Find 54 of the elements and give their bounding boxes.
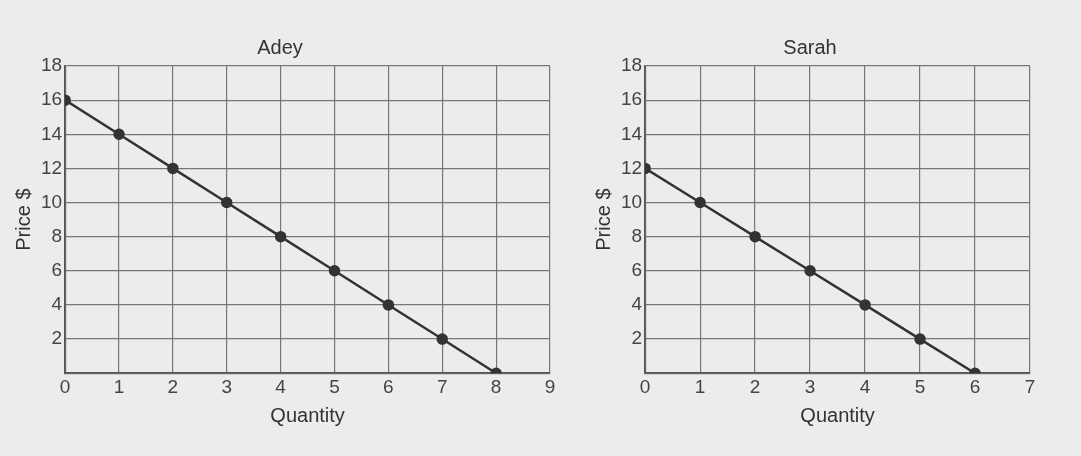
y-tick-label: 16 [620, 88, 643, 110]
x-tick-label: 2 [167, 375, 179, 397]
y-axis-title: Price $ [11, 188, 34, 251]
point [221, 196, 233, 209]
y-tick-label: 14 [40, 122, 63, 144]
y-tick-label: 12 [40, 156, 63, 178]
x-tick-label: 8 [490, 375, 502, 397]
y-tick-label: 18 [620, 54, 643, 76]
point [694, 196, 706, 209]
y-tick-label: 8 [631, 224, 643, 246]
y-axis-title: Price $ [591, 188, 614, 251]
point [382, 299, 395, 311]
x-tick-label: 7 [436, 375, 448, 397]
y-tick-label: 6 [631, 259, 643, 281]
y-tick-label: 4 [51, 293, 63, 315]
point [749, 230, 761, 243]
x-tick-label: 2 [749, 375, 761, 397]
y-tick-label: 14 [620, 122, 643, 144]
point [167, 162, 179, 175]
y-tick-label: 10 [620, 190, 643, 212]
y-tick-label: 2 [631, 327, 643, 349]
point [914, 333, 926, 345]
y-tick-label: 16 [40, 88, 63, 110]
y-tick-label: 18 [40, 54, 63, 76]
x-tick-label: 4 [859, 375, 871, 397]
y-tick-label: 6 [51, 259, 63, 281]
y-tick-label: 10 [40, 190, 63, 212]
chart-title: Sarah [783, 35, 837, 58]
point [436, 333, 448, 345]
point [113, 128, 125, 141]
x-tick-label: 7 [1024, 375, 1036, 397]
x-tick-label: 4 [275, 375, 287, 397]
x-tick-label: 5 [329, 375, 340, 397]
x-tick-label: 0 [639, 375, 651, 397]
point [328, 265, 341, 277]
x-tick-label: 3 [804, 375, 816, 397]
x-tick-label: 9 [544, 375, 556, 397]
y-tick-label: 2 [51, 327, 63, 349]
x-tick-label: 1 [694, 375, 706, 397]
chart-title: Adey [257, 35, 303, 58]
x-tick-label: 1 [113, 375, 125, 397]
point [804, 265, 816, 277]
point [859, 299, 871, 311]
x-tick-label: 5 [914, 375, 926, 397]
x-tick-label: 3 [221, 375, 233, 397]
x-axis-title: Quantity [800, 403, 875, 426]
x-tick-label: 6 [969, 375, 981, 397]
y-tick-label: 4 [631, 293, 643, 315]
x-tick-label: 6 [383, 375, 394, 397]
y-tick-label: 8 [51, 224, 63, 246]
x-axis-title: Quantity [270, 403, 345, 426]
point [274, 230, 287, 243]
x-tick-label: 0 [59, 375, 71, 397]
y-tick-label: 12 [620, 156, 643, 178]
